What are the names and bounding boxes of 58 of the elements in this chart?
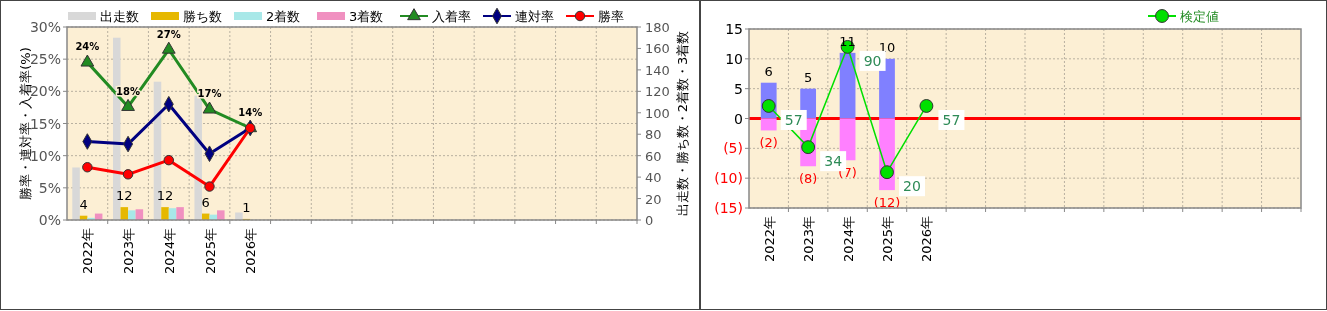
data-label: 34: [824, 153, 843, 170]
legend-label: 勝率: [598, 9, 624, 24]
y-tick-label: (5): [723, 140, 743, 157]
y-tick-label: 30%: [29, 19, 61, 35]
y2-tick-label: 140: [645, 62, 670, 78]
legend-label: 2着数: [266, 9, 301, 24]
y2-tick-label: 100: [645, 105, 670, 121]
x-tick-label: 2025年: [880, 216, 895, 263]
data-label: 6: [201, 194, 210, 210]
y-tick-label: 10: [725, 50, 743, 67]
legend-label: 入着率: [432, 9, 471, 24]
data-label: (8): [798, 171, 818, 187]
y-tick-label: 0%: [38, 212, 61, 228]
y2-tick-label: 160: [645, 41, 670, 57]
x-tick-label: 2023年: [121, 228, 137, 275]
data-label: (2): [759, 135, 778, 151]
y-tick-label: (10): [714, 170, 743, 187]
data-label: 24%: [75, 41, 100, 53]
data-label: 90: [863, 52, 882, 69]
data-label: (12): [873, 195, 901, 211]
x-tick-label: 2024年: [840, 216, 856, 263]
data-label: 12: [116, 188, 133, 204]
y-tick-label: 15: [725, 21, 743, 37]
y2-tick-label: 40: [645, 170, 662, 186]
data-label: 12: [156, 188, 174, 204]
y-tick-label: (15): [714, 200, 743, 216]
legend-label: 勝ち数: [183, 9, 222, 24]
x-tick-label: 2026年: [243, 228, 259, 275]
data-label: 57: [784, 111, 803, 128]
y2-axis-title: 出走数・勝ち数・2着数・3着数: [675, 30, 690, 217]
x-tick-label: 2022年: [761, 216, 777, 263]
x-tick-label: 2023年: [801, 216, 817, 263]
y2-tick-label: 180: [645, 20, 670, 35]
data-label: 6: [764, 63, 773, 79]
legend-label: 連対率: [515, 9, 554, 24]
x-tick-label: 2024年: [161, 228, 177, 275]
data-label: 57: [942, 111, 961, 128]
data-label: 4: [79, 196, 88, 212]
data-label: 5: [804, 69, 813, 85]
x-tick-label: 2026年: [919, 216, 935, 263]
x-tick-label: 2022年: [80, 228, 96, 275]
data-label: 14%: [238, 107, 263, 118]
y2-tick-label: 60: [645, 148, 662, 164]
y2-tick-label: 0: [645, 213, 654, 228]
y-tick-label: 5: [734, 80, 743, 97]
y-tick-label: 15%: [29, 115, 61, 132]
data-label: 1: [242, 199, 251, 215]
data-label: 20: [903, 178, 921, 195]
y-tick-label: 5%: [38, 179, 61, 196]
legend-label: 3着数: [349, 9, 384, 24]
y-tick-label: 0: [734, 110, 743, 127]
legend-label: 検定値: [1180, 9, 1219, 24]
legend-label: 出走数: [100, 9, 139, 24]
y2-tick-label: 120: [645, 84, 670, 100]
data-label: 27%: [156, 28, 181, 40]
x-tick-label: 2025年: [202, 228, 218, 275]
y2-tick-label: 20: [645, 191, 662, 207]
y2-tick-label: 80: [645, 127, 662, 143]
